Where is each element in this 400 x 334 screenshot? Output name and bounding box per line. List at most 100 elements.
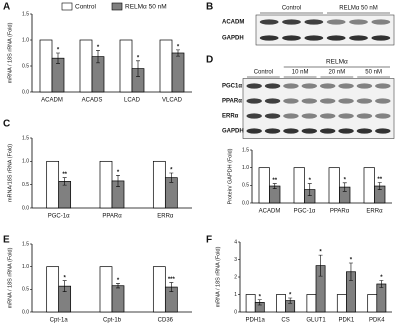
blot-band	[246, 98, 262, 104]
blot-band	[356, 128, 373, 134]
y-tick-label: 1.5	[22, 11, 29, 17]
blot-band	[319, 83, 336, 89]
y-tick-label: 1.5	[242, 147, 249, 153]
blot-band	[304, 35, 324, 41]
blot-frame	[242, 78, 395, 139]
error-bar	[379, 280, 384, 288]
x-tick-label: ACADS	[82, 98, 103, 104]
blot-band	[375, 113, 391, 119]
panel-letter: C	[3, 119, 10, 130]
blot-band	[301, 98, 318, 104]
blot-band	[371, 35, 391, 41]
x-tick-label: CS	[281, 318, 289, 324]
legend-swatch	[111, 2, 123, 11]
significance-label: *	[350, 258, 353, 264]
significance-label: *	[289, 293, 292, 299]
error-bar	[307, 183, 312, 196]
legend-label: RELMα 50 nM	[125, 4, 167, 11]
y-tick-label: 0.5	[242, 183, 249, 189]
blot-band	[301, 128, 318, 134]
blot-band	[246, 113, 262, 119]
significance-label: **	[62, 172, 67, 178]
error-bar	[56, 52, 60, 64]
blot-row-label: GAPDH	[222, 129, 244, 135]
y-tick-label: 4	[234, 239, 237, 245]
bar	[79, 39, 93, 93]
x-tick-label: PDH1a	[246, 318, 266, 324]
blot-band	[326, 35, 346, 41]
bar	[39, 39, 53, 93]
panel-letter: D	[206, 55, 213, 66]
significance-label: *	[97, 45, 100, 51]
bar	[46, 266, 60, 313]
x-tick-label: PPARα	[102, 214, 122, 220]
y-tick-label: 0.5	[22, 287, 29, 293]
blot-band	[349, 35, 368, 41]
x-tick-label: PDK1	[339, 318, 355, 324]
blot-band	[319, 113, 336, 119]
y-tick-label: 1	[234, 292, 237, 298]
blot-band	[326, 19, 346, 25]
blot-band	[375, 98, 391, 104]
y-tick-label: 1.0	[22, 37, 29, 43]
significance-label: **	[272, 178, 277, 184]
error-bar	[272, 183, 277, 189]
error-bar	[342, 182, 347, 192]
significance-label: *	[57, 48, 60, 54]
blot-row-label: GAPDH	[222, 36, 244, 42]
bar	[306, 294, 317, 313]
error-bar	[176, 49, 180, 57]
error-bar	[116, 283, 120, 289]
significance-label: *	[309, 178, 312, 184]
error-bar	[96, 50, 100, 64]
significance-label: *	[117, 170, 120, 176]
lane-group-label: 50 nM	[365, 70, 382, 76]
error-bar	[288, 297, 293, 304]
blot-band	[283, 113, 299, 119]
blot-band	[259, 35, 279, 41]
blot-band	[356, 83, 373, 89]
legend-label: Control	[75, 4, 97, 11]
blot-row-label: ERRα	[222, 114, 239, 120]
blot-band	[338, 128, 354, 134]
blot-band	[356, 113, 373, 119]
blot-band	[349, 19, 368, 25]
y-tick-label: 0.5	[22, 182, 29, 188]
blot-band	[264, 113, 281, 119]
significance-label: **	[377, 177, 382, 183]
bar	[99, 160, 113, 209]
x-tick-label: PGC-1α	[294, 209, 316, 215]
significance-label: *	[63, 275, 66, 281]
y-tick-label: 3	[234, 257, 237, 263]
y-tick-label: 0.0	[22, 205, 29, 211]
blot-band	[301, 83, 318, 89]
x-tick-label: Cpt-1b	[103, 318, 122, 324]
significance-label: *	[117, 278, 120, 284]
error-bar	[257, 299, 262, 306]
x-tick-label: ACADM	[41, 98, 63, 104]
y-axis-label: mRNA/18S rRNA (Fold)	[7, 144, 13, 202]
error-bar	[318, 254, 323, 277]
panel-letter: E	[3, 235, 10, 246]
significance-label: *	[137, 55, 140, 61]
blot-band	[259, 19, 279, 25]
y-tick-label: 1.0	[22, 159, 29, 165]
significance-label: *	[177, 44, 180, 50]
x-tick-label: ACADM	[259, 209, 281, 215]
x-tick-label: CD36	[158, 318, 174, 324]
blot-band	[264, 83, 281, 89]
significance-label: *	[319, 250, 322, 256]
error-bar	[62, 177, 67, 186]
blot-band	[283, 83, 299, 89]
y-tick-label: 0	[234, 309, 237, 315]
blot-band	[375, 128, 391, 134]
significance-label: *	[170, 168, 173, 174]
blot-band	[282, 19, 301, 25]
bar	[293, 167, 305, 204]
significance-label: *	[380, 275, 383, 281]
blot-row-label: ACADM	[222, 20, 244, 26]
y-axis-label: mRNA / 18S rRNA (Fold)	[7, 22, 13, 83]
x-tick-label: Cpt-1a	[50, 318, 69, 324]
error-bar	[169, 282, 174, 292]
